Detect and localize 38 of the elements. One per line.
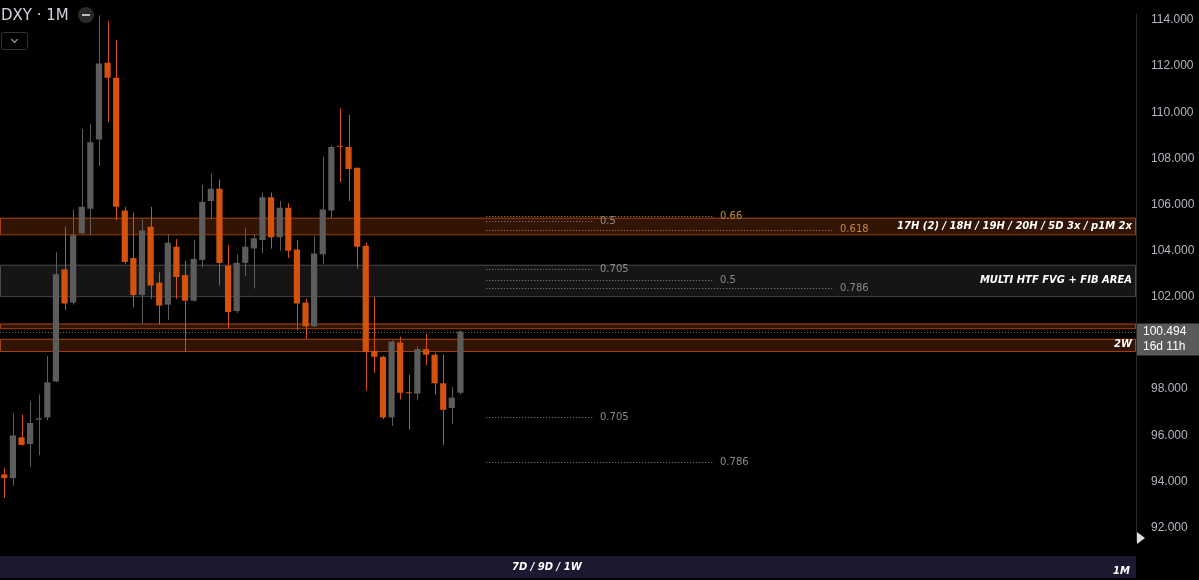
y-tick-label: 106.000 — [1151, 196, 1195, 211]
band-label: MULTI HTF FVG + FIB AREA — [979, 274, 1132, 286]
annotation: 0.705 — [600, 262, 629, 274]
candlestick — [448, 386, 455, 425]
candlestick — [27, 400, 34, 468]
y-tick-label: 98.000 — [1151, 381, 1189, 396]
y-tick-label: 102.000 — [1151, 289, 1195, 304]
candlestick — [207, 173, 214, 220]
candlestick — [405, 374, 412, 431]
text: 16d 11h — [1143, 338, 1186, 353]
annotation: 0.786 — [720, 455, 749, 467]
candlestick — [422, 333, 430, 366]
y-tick-label: 114.000 — [1151, 12, 1194, 27]
text: 1M — [1113, 565, 1130, 576]
annotation: 0.705 — [600, 411, 629, 423]
band-label: 2W — [1114, 338, 1133, 350]
candlestick — [345, 114, 352, 202]
y-tick-label: 110.000 — [1151, 104, 1194, 119]
y-tick-label: 94.000 — [1151, 473, 1189, 488]
y-tick-label: 96.000 — [1151, 427, 1189, 442]
annotation: 0.618 — [840, 223, 869, 235]
candlestick — [18, 414, 25, 447]
y-tick-label: 104.000 — [1151, 242, 1195, 257]
candlestick — [302, 298, 309, 340]
annotation: 0.5 — [720, 273, 736, 285]
y-tick-label: 112.000 — [1151, 58, 1194, 73]
candlestick — [371, 296, 378, 374]
y-tick-label: 108.000 — [1151, 150, 1195, 165]
band-label: 17H (2) / 18H / 19H / 20H / 5D 3x / p1M 2x — [897, 219, 1133, 231]
chart-title: DXY · 1M — [1, 6, 69, 24]
y-tick-label: 92.000 — [1151, 519, 1189, 534]
annotation: 0.786 — [840, 282, 869, 294]
candlestick — [156, 271, 163, 325]
ref-line-label: 100.494 — [1143, 323, 1187, 338]
candlestick — [35, 394, 42, 456]
candlestick — [1, 467, 8, 499]
text: 7D / 9D / 1W — [512, 561, 582, 572]
candlestick — [104, 20, 111, 123]
